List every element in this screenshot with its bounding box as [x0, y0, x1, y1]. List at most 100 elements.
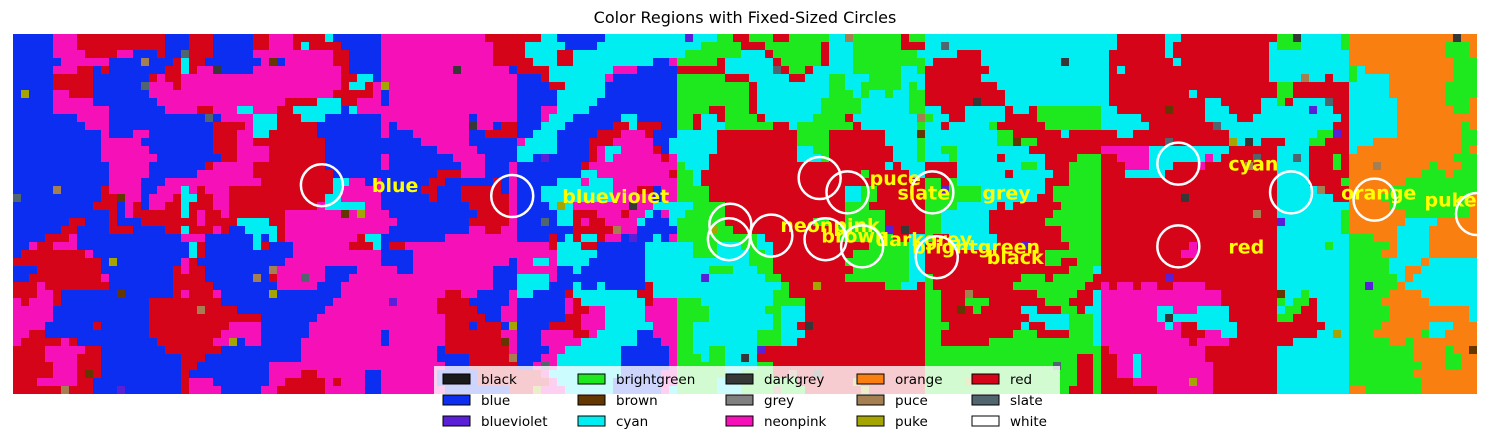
legend-swatch-orange: [856, 373, 885, 385]
region-cell: [1181, 194, 1189, 202]
region-cell: [1269, 74, 1301, 82]
region-cell: [677, 354, 701, 362]
region-cell: [1213, 386, 1277, 394]
region-cell: [1277, 298, 1285, 306]
region-cell: [517, 234, 549, 242]
region-cell: [613, 66, 637, 74]
region-cell: [541, 34, 557, 42]
region-cell: [941, 178, 949, 186]
region-cell: [1333, 194, 1349, 202]
region-cell: [941, 314, 1029, 322]
region-cell: [1293, 98, 1325, 106]
region-cell: [1133, 354, 1141, 362]
region-cell: [1405, 266, 1421, 274]
region-cell: [605, 218, 637, 226]
legend-item-grey: grey: [725, 393, 794, 409]
region-cell: [317, 314, 445, 322]
region-cell: [1397, 242, 1429, 250]
region-cell: [517, 66, 549, 74]
region-cell: [1037, 290, 1077, 298]
region-cell: [613, 154, 661, 162]
region-cell: [757, 114, 765, 122]
region-cell: [765, 250, 773, 258]
region-cell: [1309, 106, 1317, 114]
region-cell: [1173, 50, 1269, 58]
region-cell: [557, 210, 573, 218]
region-cell: [853, 266, 909, 274]
region-cell: [13, 194, 21, 202]
region-cell: [197, 186, 205, 194]
region-cell: [517, 114, 541, 122]
region-cell: [981, 74, 1109, 82]
region-cell: [437, 306, 477, 314]
region-cell: [13, 154, 101, 162]
region-cell: [301, 346, 437, 354]
region-cell: [53, 306, 149, 314]
region-cell: [541, 154, 549, 162]
region-cell: [709, 266, 733, 274]
region-cell: [1117, 354, 1133, 362]
region-cell: [645, 282, 653, 290]
region-cell: [853, 42, 901, 50]
region-cell: [349, 178, 365, 186]
region-cell: [1261, 154, 1277, 162]
region-cell: [789, 290, 925, 298]
region-cell: [501, 226, 517, 234]
region-cell: [493, 50, 525, 58]
region-cell: [101, 66, 109, 74]
region-cell: [325, 266, 357, 274]
region-cell: [637, 234, 653, 242]
region-cell: [333, 186, 341, 194]
legend-label-puce: puce: [895, 393, 928, 409]
region-cell: [533, 58, 557, 66]
region-cell: [1029, 242, 1069, 250]
region-cell: [213, 114, 221, 122]
region-cell: [1069, 178, 1101, 186]
region-cell: [1381, 298, 1429, 306]
region-cell: [941, 338, 989, 346]
region-cell: [925, 322, 949, 330]
region-cell: [1445, 354, 1461, 362]
region-cell: [1341, 130, 1349, 138]
region-cell: [213, 226, 221, 234]
region-cell: [341, 42, 381, 50]
region-cell: [1101, 186, 1277, 194]
region-cell: [909, 242, 925, 250]
region-cell: [157, 50, 165, 58]
region-cell: [581, 218, 589, 226]
region-cell: [541, 74, 549, 82]
region-cell: [53, 106, 109, 114]
region-cell: [925, 290, 941, 298]
marker-circle-neonpink: [708, 202, 753, 248]
region-cell: [725, 74, 749, 82]
region-cell: [581, 178, 589, 186]
region-cell: [1429, 330, 1445, 338]
region-cell: [549, 282, 573, 290]
region-cell: [437, 354, 469, 362]
region-cell: [1181, 58, 1269, 66]
region-cell: [13, 346, 45, 354]
region-cell: [253, 234, 261, 242]
region-cell: [765, 306, 781, 314]
region-cell: [1317, 330, 1333, 338]
legend-item-puce: puce: [856, 393, 928, 409]
region-cell: [741, 50, 765, 58]
region-cell: [13, 226, 61, 234]
region-cell: [141, 178, 165, 186]
region-cell: [549, 66, 613, 74]
region-cell: [189, 210, 197, 218]
region-cell: [205, 162, 213, 170]
region-cell: [925, 154, 949, 162]
region-cell: [445, 290, 461, 298]
region-cell: [461, 162, 485, 170]
region-cell: [1029, 314, 1069, 322]
region-cell: [1461, 362, 1477, 370]
region-cell: [861, 82, 901, 90]
region-cell: [69, 386, 93, 394]
region-cell: [1069, 386, 1093, 394]
region-cell: [1125, 66, 1269, 74]
region-cell: [589, 258, 645, 266]
region-cell: [501, 186, 509, 194]
region-cell: [213, 50, 253, 58]
region-cell: [677, 82, 749, 90]
